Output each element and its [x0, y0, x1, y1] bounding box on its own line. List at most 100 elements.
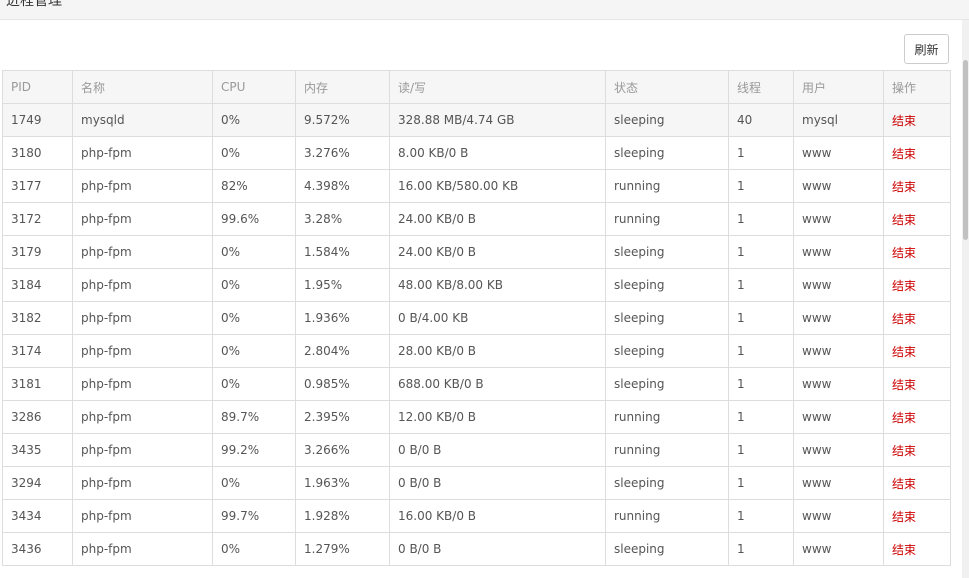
cell-memory: 2.804%	[295, 334, 390, 368]
column-header-cpu[interactable]: CPU	[212, 70, 296, 104]
kill-process-link[interactable]: 结束	[892, 410, 917, 425]
cell-status: sleeping	[605, 235, 729, 269]
column-header-user[interactable]: 用户	[793, 70, 884, 104]
cell-cpu: 89.7%	[212, 400, 296, 434]
cell-status: sleeping	[605, 367, 729, 401]
cell-action: 结束	[883, 334, 951, 368]
cell-pid: 3179	[2, 235, 73, 269]
cell-status: running	[605, 202, 729, 236]
cell-status: running	[605, 433, 729, 467]
cell-threads: 1	[728, 136, 794, 170]
cell-pid: 3180	[2, 136, 73, 170]
cell-pid: 3434	[2, 499, 73, 533]
cell-threads: 1	[728, 301, 794, 335]
table-row: 3286 php-fpm 89.7% 2.395% 12.00 KB/0 B r…	[2, 400, 951, 434]
column-header-threads[interactable]: 线程	[728, 70, 794, 104]
cell-user: www	[793, 301, 884, 335]
table-row: 3179 php-fpm 0% 1.584% 24.00 KB/0 B slee…	[2, 235, 951, 269]
cell-user: www	[793, 367, 884, 401]
kill-process-link[interactable]: 结束	[892, 542, 917, 557]
kill-process-link[interactable]: 结束	[892, 113, 917, 128]
cell-memory: 3.266%	[295, 433, 390, 467]
cell-read-write: 28.00 KB/0 B	[389, 334, 606, 368]
cell-status: sleeping	[605, 466, 729, 500]
cell-memory: 1.928%	[295, 499, 390, 533]
cell-cpu: 0%	[212, 136, 296, 170]
cell-user: www	[793, 499, 884, 533]
vertical-scrollbar[interactable]	[962, 20, 969, 578]
kill-process-link[interactable]: 结束	[892, 476, 917, 491]
column-header-action: 操作	[883, 70, 951, 104]
kill-process-link[interactable]: 结束	[892, 212, 917, 227]
kill-process-link[interactable]: 结束	[892, 377, 917, 392]
cell-user: mysql	[793, 103, 884, 137]
cell-status: sleeping	[605, 334, 729, 368]
cell-name: php-fpm	[72, 367, 213, 401]
scrollbar-thumb[interactable]	[963, 60, 968, 240]
cell-memory: 2.395%	[295, 400, 390, 434]
column-header-status[interactable]: 状态	[605, 70, 729, 104]
column-header-pid[interactable]: PID	[2, 70, 73, 104]
cell-status: sleeping	[605, 103, 729, 137]
cell-pid: 3294	[2, 466, 73, 500]
page-title: 进程管理	[6, 0, 62, 9]
cell-cpu: 0%	[212, 103, 296, 137]
kill-process-link[interactable]: 结束	[892, 146, 917, 161]
cell-memory: 1.279%	[295, 532, 390, 566]
cell-read-write: 688.00 KB/0 B	[389, 367, 606, 401]
cell-name: php-fpm	[72, 202, 213, 236]
cell-threads: 1	[728, 367, 794, 401]
cell-action: 结束	[883, 235, 951, 269]
cell-read-write: 24.00 KB/0 B	[389, 235, 606, 269]
cell-memory: 4.398%	[295, 169, 390, 203]
cell-threads: 1	[728, 334, 794, 368]
cell-name: php-fpm	[72, 532, 213, 566]
cell-status: sleeping	[605, 136, 729, 170]
refresh-button[interactable]: 刷新	[904, 34, 949, 64]
cell-threads: 1	[728, 268, 794, 302]
cell-user: www	[793, 532, 884, 566]
cell-read-write: 0 B/4.00 KB	[389, 301, 606, 335]
cell-name: php-fpm	[72, 400, 213, 434]
kill-process-link[interactable]: 结束	[892, 179, 917, 194]
cell-name: php-fpm	[72, 169, 213, 203]
column-header-read-write[interactable]: 读/写	[389, 70, 606, 104]
cell-user: www	[793, 268, 884, 302]
cell-pid: 3435	[2, 433, 73, 467]
kill-process-link[interactable]: 结束	[892, 443, 917, 458]
table-row: 3181 php-fpm 0% 0.985% 688.00 KB/0 B sle…	[2, 367, 951, 401]
cell-threads: 1	[728, 400, 794, 434]
cell-cpu: 0%	[212, 532, 296, 566]
cell-memory: 3.28%	[295, 202, 390, 236]
cell-name: php-fpm	[72, 136, 213, 170]
kill-process-link[interactable]: 结束	[892, 344, 917, 359]
table-row: 3435 php-fpm 99.2% 3.266% 0 B/0 B runnin…	[2, 433, 951, 467]
cell-pid: 1749	[2, 103, 73, 137]
cell-read-write: 48.00 KB/8.00 KB	[389, 268, 606, 302]
cell-threads: 1	[728, 202, 794, 236]
cell-cpu: 99.7%	[212, 499, 296, 533]
cell-action: 结束	[883, 169, 951, 203]
table-header-row: PID 名称 CPU 内存 读/写 状态 线程 用户 操作	[2, 70, 951, 104]
table-row: 3294 php-fpm 0% 1.963% 0 B/0 B sleeping …	[2, 466, 951, 500]
kill-process-link[interactable]: 结束	[892, 278, 917, 293]
cell-name: php-fpm	[72, 334, 213, 368]
cell-cpu: 0%	[212, 235, 296, 269]
cell-threads: 1	[728, 169, 794, 203]
cell-user: www	[793, 466, 884, 500]
cell-cpu: 0%	[212, 466, 296, 500]
table-row: 3184 php-fpm 0% 1.95% 48.00 KB/8.00 KB s…	[2, 268, 951, 302]
cell-status: running	[605, 169, 729, 203]
kill-process-link[interactable]: 结束	[892, 245, 917, 260]
cell-pid: 3177	[2, 169, 73, 203]
cell-name: php-fpm	[72, 499, 213, 533]
cell-action: 结束	[883, 433, 951, 467]
cell-pid: 3184	[2, 268, 73, 302]
kill-process-link[interactable]: 结束	[892, 311, 917, 326]
kill-process-link[interactable]: 结束	[892, 509, 917, 524]
column-header-name[interactable]: 名称	[72, 70, 213, 104]
cell-name: php-fpm	[72, 433, 213, 467]
cell-status: sleeping	[605, 301, 729, 335]
cell-name: php-fpm	[72, 466, 213, 500]
column-header-memory[interactable]: 内存	[295, 70, 390, 104]
